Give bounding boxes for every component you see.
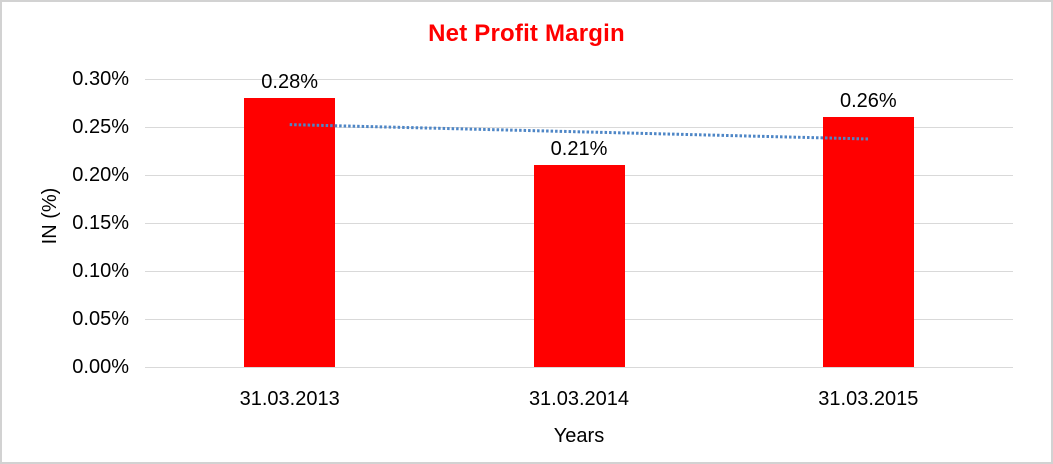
y-tick-label: 0.20% <box>72 163 129 186</box>
bar-value-label: 0.21% <box>550 138 608 161</box>
x-category-label: 31.03.2013 <box>239 388 340 410</box>
y-tick-label: 0.15% <box>72 211 129 234</box>
y-tick-label: 0.00% <box>72 355 129 378</box>
x-category-label: 31.03.2015 <box>818 388 919 410</box>
y-tick-label: 0.25% <box>72 115 129 138</box>
gridline <box>145 366 1013 368</box>
bar-value-label: 0.26% <box>839 90 897 113</box>
bar-value-label: 0.28% <box>261 71 319 94</box>
y-tick-label: 0.10% <box>72 259 129 282</box>
chart-title: Net Profit Margin <box>428 20 625 47</box>
gridline <box>145 78 1013 80</box>
x-axis-title: Years <box>553 425 605 447</box>
x-category-label: 31.03.2014 <box>528 388 630 410</box>
bar <box>244 98 336 367</box>
bar <box>822 117 914 367</box>
y-tick-label: 0.30% <box>72 67 129 90</box>
y-tick-label: 0.05% <box>72 307 129 330</box>
bar <box>533 165 625 367</box>
